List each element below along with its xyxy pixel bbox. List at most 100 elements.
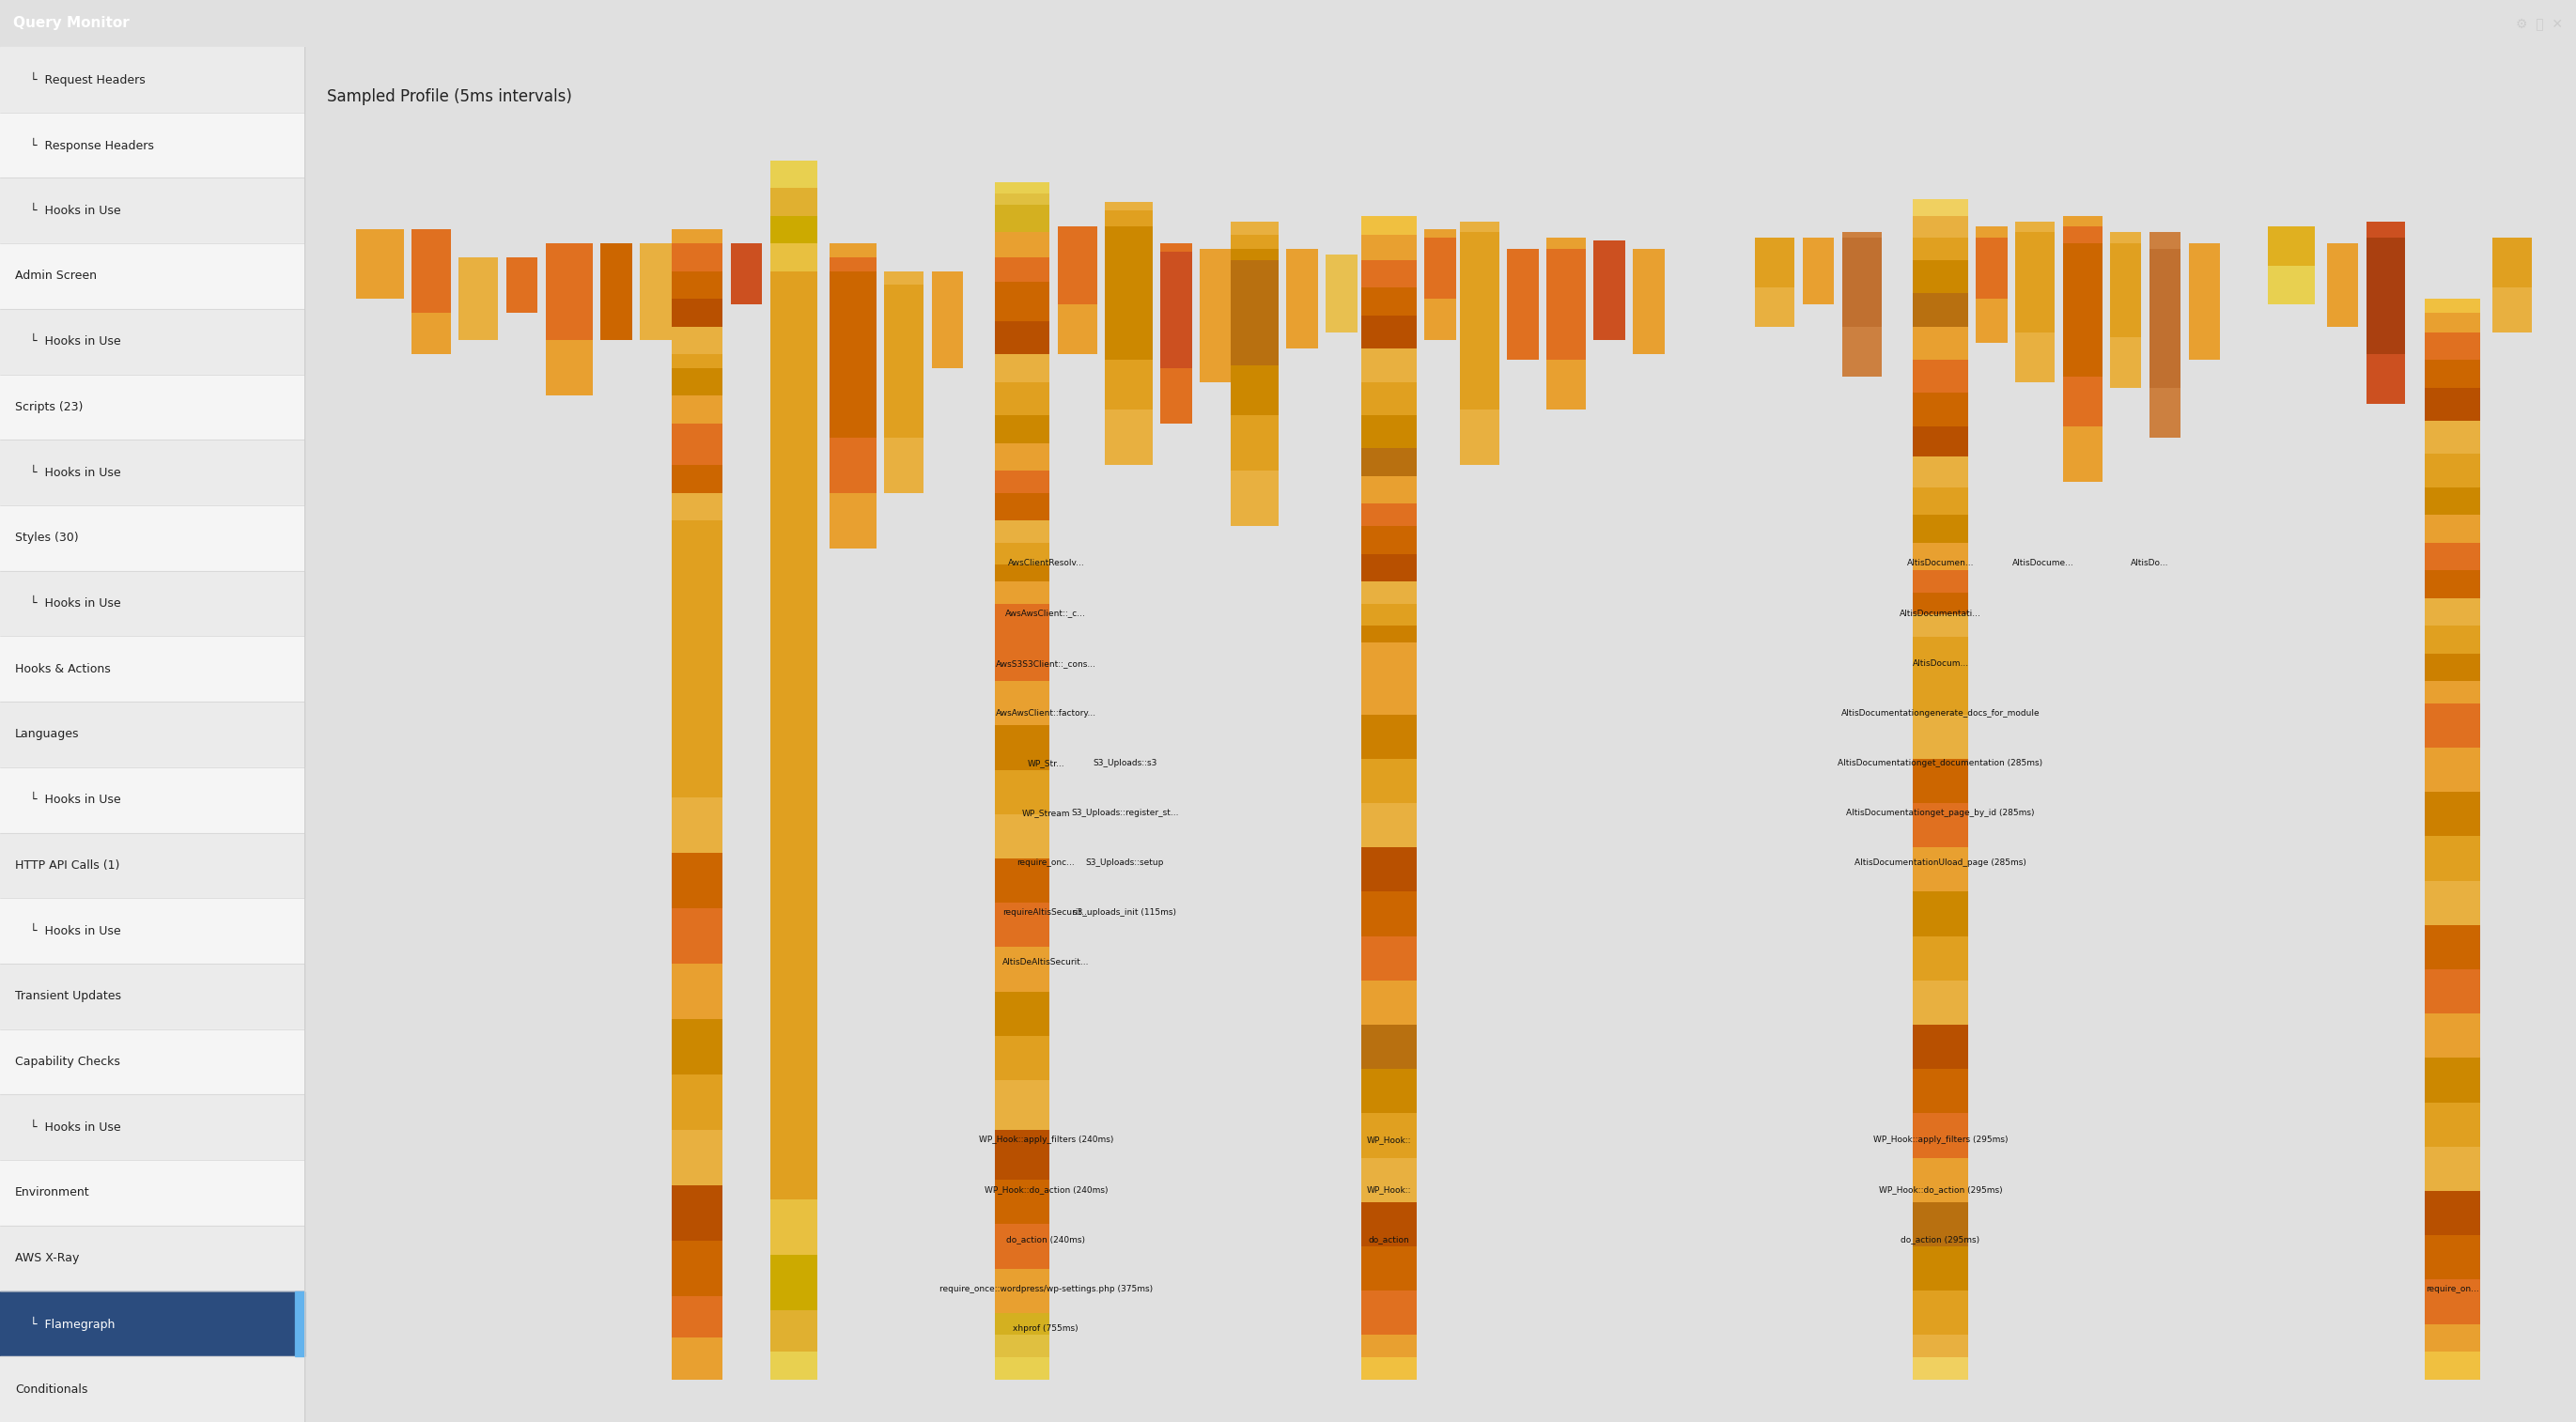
Text: AwsS3S3Client::_cons...: AwsS3S3Client::_cons... <box>997 658 1097 667</box>
Bar <box>0 1160 304 1226</box>
Bar <box>994 193 1051 1357</box>
Bar <box>1360 235 1417 1357</box>
Bar <box>2326 243 2357 327</box>
Bar <box>770 188 817 1352</box>
Text: Hooks & Actions: Hooks & Actions <box>15 663 111 675</box>
Bar <box>1360 553 1417 892</box>
Bar <box>1754 237 1795 287</box>
Bar <box>1914 216 1968 1357</box>
Bar <box>0 1357 304 1422</box>
Bar <box>1360 526 1417 936</box>
Bar <box>1914 637 1968 714</box>
Bar <box>1914 614 1968 759</box>
Bar <box>1546 249 1587 360</box>
Text: require_once::wordpress/wp-settings.php (375ms): require_once::wordpress/wp-settings.php … <box>940 1285 1151 1294</box>
Bar <box>2424 599 2481 924</box>
Text: WP_Hook::apply_filters (295ms): WP_Hook::apply_filters (295ms) <box>1873 1136 2007 1143</box>
Bar <box>1360 503 1417 980</box>
Text: Admin Screen: Admin Screen <box>15 270 98 282</box>
Bar <box>672 493 724 853</box>
Text: AltisDocumen...: AltisDocumen... <box>1906 559 1973 567</box>
Text: WP_Hook::do_action (240ms): WP_Hook::do_action (240ms) <box>984 1186 1108 1194</box>
Bar <box>672 299 724 1241</box>
Bar <box>1360 216 1417 1379</box>
Text: AwsClientResolv...: AwsClientResolv... <box>1007 559 1084 567</box>
Bar <box>1200 249 1231 383</box>
Bar <box>0 636 304 701</box>
Bar <box>1231 249 1278 415</box>
Bar <box>2424 299 2481 1379</box>
Text: └  Request Headers: └ Request Headers <box>31 73 147 87</box>
Bar <box>0 112 304 178</box>
Text: AltisDocumentationget_documentation (285ms): AltisDocumentationget_documentation (285… <box>1839 759 2043 768</box>
Bar <box>505 257 538 313</box>
Text: Capability Checks: Capability Checks <box>15 1055 121 1068</box>
Bar <box>994 582 1051 725</box>
Text: requireAltisSecurit...: requireAltisSecurit... <box>1002 909 1090 917</box>
Bar <box>2014 222 2056 383</box>
Bar <box>546 243 592 395</box>
Bar <box>0 309 304 374</box>
Bar <box>2367 222 2406 404</box>
Bar <box>1360 260 1417 1335</box>
Bar <box>2424 454 2481 1146</box>
Bar <box>994 321 1051 1180</box>
Bar <box>1595 240 1625 340</box>
Bar <box>672 520 724 798</box>
Bar <box>672 229 724 1379</box>
Text: s3_uploads_init (115ms): s3_uploads_init (115ms) <box>1074 909 1177 917</box>
Bar <box>2424 333 2481 1324</box>
Text: └  Response Headers: └ Response Headers <box>31 138 155 152</box>
Text: AltisDo...: AltisDo... <box>2130 559 2169 567</box>
Bar <box>2424 543 2481 1014</box>
Bar <box>1231 260 1278 365</box>
Bar <box>2491 237 2532 287</box>
Bar <box>829 257 876 493</box>
Bar <box>412 229 451 354</box>
Bar <box>672 272 724 1297</box>
Text: └  Hooks in Use: └ Hooks in Use <box>31 1121 121 1133</box>
Bar <box>770 161 817 1379</box>
Text: Languages: Languages <box>15 728 80 741</box>
Bar <box>732 243 762 304</box>
Bar <box>0 439 304 505</box>
Bar <box>1914 515 1968 936</box>
Bar <box>994 182 1051 1379</box>
Bar <box>672 243 724 1338</box>
Bar <box>1842 237 1880 327</box>
Bar <box>1914 360 1968 1158</box>
Bar <box>1914 543 1968 892</box>
Bar <box>1360 415 1417 1113</box>
Bar <box>2424 570 2481 970</box>
Bar <box>639 243 672 340</box>
Text: └  Hooks in Use: └ Hooks in Use <box>31 924 121 937</box>
Text: └  Hooks in Use: └ Hooks in Use <box>31 793 121 806</box>
Bar <box>1914 456 1968 1025</box>
Bar <box>1842 232 1880 377</box>
Bar <box>2014 232 2056 333</box>
Bar <box>994 354 1051 1130</box>
Bar <box>770 272 817 1199</box>
Bar <box>1633 249 1664 354</box>
Bar <box>2190 243 2221 360</box>
Bar <box>1754 237 1795 327</box>
Bar <box>884 284 925 438</box>
Bar <box>0 833 304 899</box>
Text: require_on...: require_on... <box>2427 1285 2481 1294</box>
Bar <box>1360 643 1417 714</box>
Text: └  Flamegraph: └ Flamegraph <box>31 1317 116 1331</box>
Bar <box>1360 383 1417 1158</box>
Bar <box>994 543 1051 815</box>
Text: WP_Hook::: WP_Hook:: <box>1365 1136 1412 1143</box>
Bar <box>884 272 925 493</box>
Bar <box>829 272 876 438</box>
Bar <box>2424 654 2481 836</box>
Bar <box>1914 260 1968 1291</box>
Bar <box>994 282 1051 1224</box>
Text: require_onc...: require_onc... <box>1018 859 1074 867</box>
Text: Scripts (23): Scripts (23) <box>15 401 82 414</box>
Bar <box>1360 316 1417 1246</box>
Bar <box>2424 421 2481 1192</box>
Bar <box>0 1095 304 1160</box>
Text: Transient Updates: Transient Updates <box>15 990 121 1003</box>
